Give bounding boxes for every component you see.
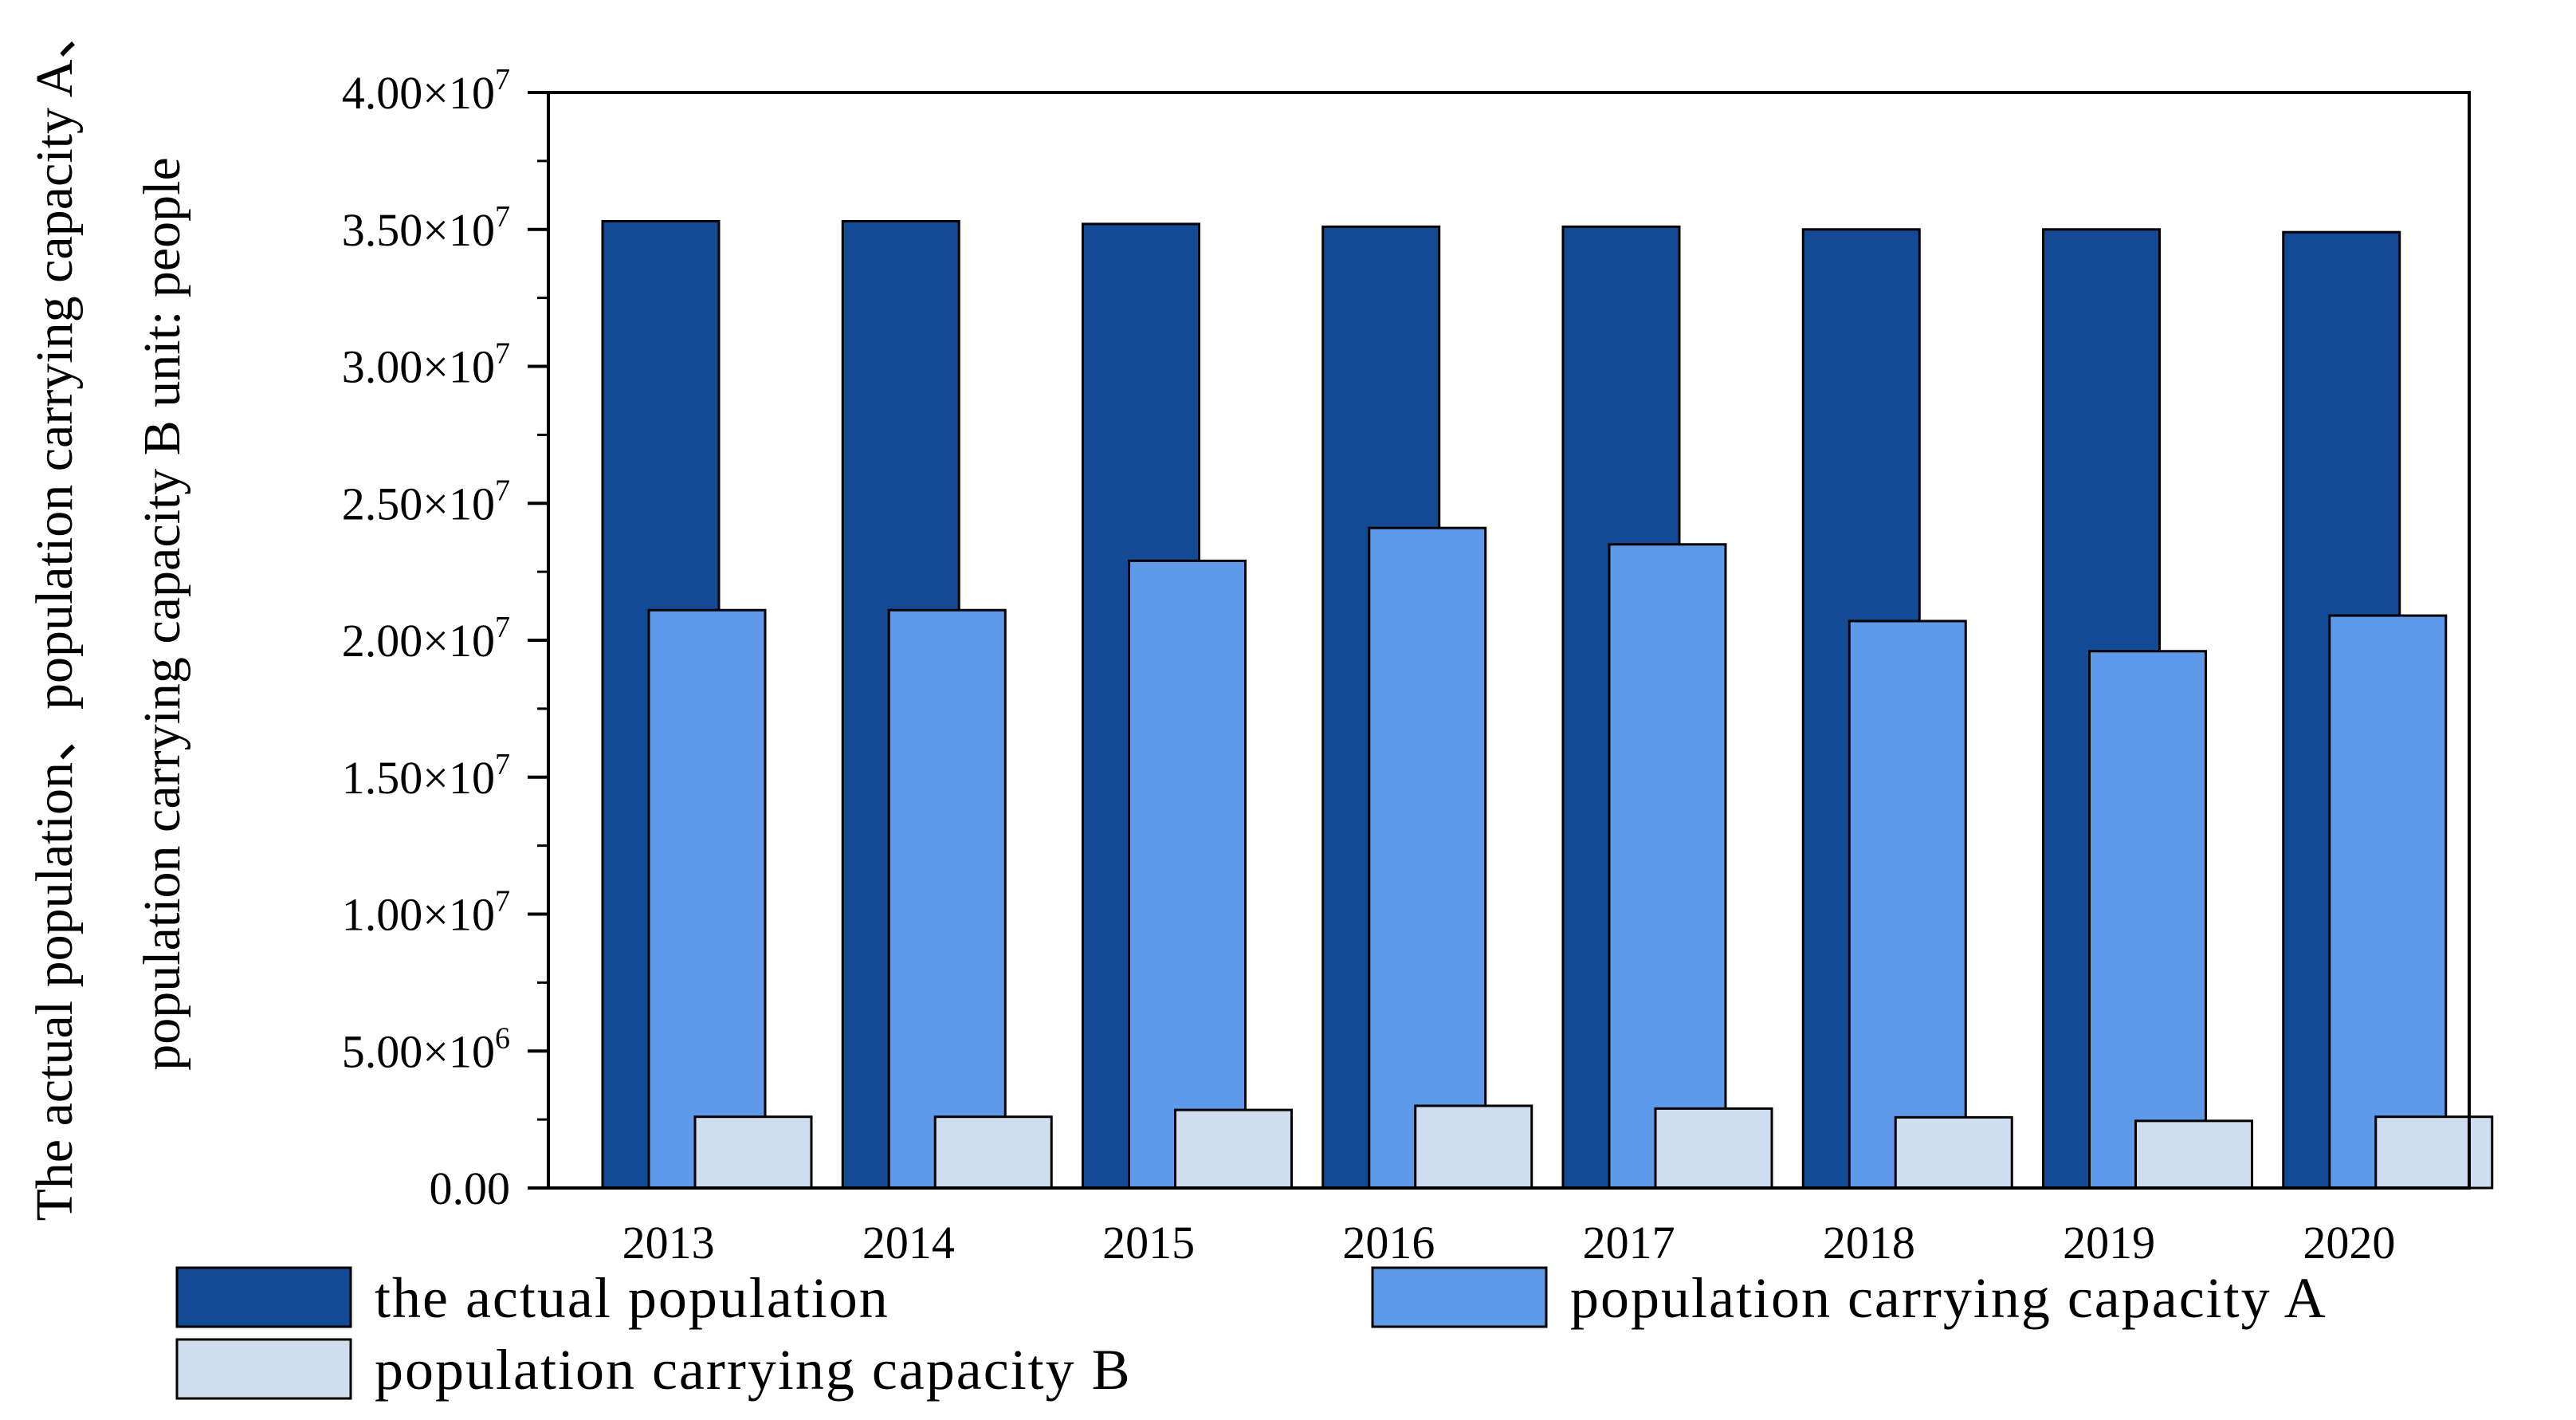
bar-capacity-b-2015 [1174, 1108, 1293, 1190]
bar-capacity-b-2013 [693, 1115, 813, 1190]
y-tick-label: 1.00×107 [342, 885, 510, 941]
x-tick-label-2015: 2015 [1102, 1217, 1195, 1269]
legend-label-capacity-b: population carrying capacity B [375, 1338, 1132, 1402]
bar-capacity-b-2017 [1654, 1107, 1773, 1190]
bar-capacity-a-2013 [647, 608, 767, 1190]
bar-capacity-a-2015 [1128, 559, 1247, 1190]
bar-capacity-b-2014 [933, 1115, 1053, 1190]
bar-capacity-b-2019 [2134, 1119, 2253, 1190]
y-tick-label: 2.50×107 [342, 474, 510, 529]
bar-capacity-b-2018 [1894, 1115, 2013, 1190]
y-axis-title-line-2: population carrying capacity B unit: peo… [133, 157, 191, 1071]
x-tick-label-2018: 2018 [1823, 1217, 1915, 1269]
y-tick-label: 1.50×107 [342, 748, 510, 804]
x-tick-label-2019: 2019 [2063, 1217, 2155, 1269]
x-tick-label-2014: 2014 [862, 1217, 955, 1269]
y-tick-label: 3.00×107 [342, 337, 510, 393]
y-tick-label: 4.00×107 [342, 63, 510, 119]
y-tick-label: 5.00×106 [342, 1021, 510, 1077]
bar-capacity-b-2020 [2374, 1115, 2494, 1190]
x-tick-label-2017: 2017 [1583, 1217, 1675, 1269]
legend-swatch-actual-population [175, 1266, 352, 1328]
bar-capacity-b-2016 [1414, 1104, 1533, 1190]
x-axis: 2013 2014 2015 2016 2017 2018 2019 2020 [622, 1217, 2396, 1269]
y-axis: 0.00 5.00×106 1.00×107 1.50×107 2.00×107 2.50… [342, 63, 548, 1214]
bar-capacity-a-2020 [2328, 614, 2448, 1190]
legend-swatch-capacity-a [1371, 1266, 1548, 1328]
legend-label-actual-population: the actual population [375, 1266, 889, 1330]
bar-capacity-a-2014 [887, 608, 1007, 1190]
bar-capacity-a-2019 [2088, 650, 2207, 1190]
y-tick-label: 2.00×107 [342, 611, 510, 667]
bar-capacity-a-2017 [1608, 543, 1727, 1190]
legend-label-capacity-a: population carrying capacity A [1570, 1266, 2327, 1330]
plot-frame [547, 91, 2471, 1190]
y-tick-label: 3.50×107 [342, 200, 510, 256]
x-tick-label-2013: 2013 [622, 1217, 715, 1269]
bar-capacity-a-2016 [1368, 526, 1487, 1190]
legend-swatch-capacity-b [175, 1338, 352, 1400]
x-tick-label-2016: 2016 [1342, 1217, 1435, 1269]
y-axis-title: The actual population、population carryin… [26, 6, 191, 1221]
y-axis-title-line-1: The actual population、population carryin… [26, 6, 84, 1221]
x-tick-label-2020: 2020 [2303, 1217, 2395, 1269]
bars-layer [601, 219, 2494, 1190]
y-tick-label: 0.00 [430, 1162, 511, 1214]
legend: the actual population population carryin… [175, 1266, 2327, 1402]
bar-capacity-a-2018 [1848, 620, 1967, 1190]
